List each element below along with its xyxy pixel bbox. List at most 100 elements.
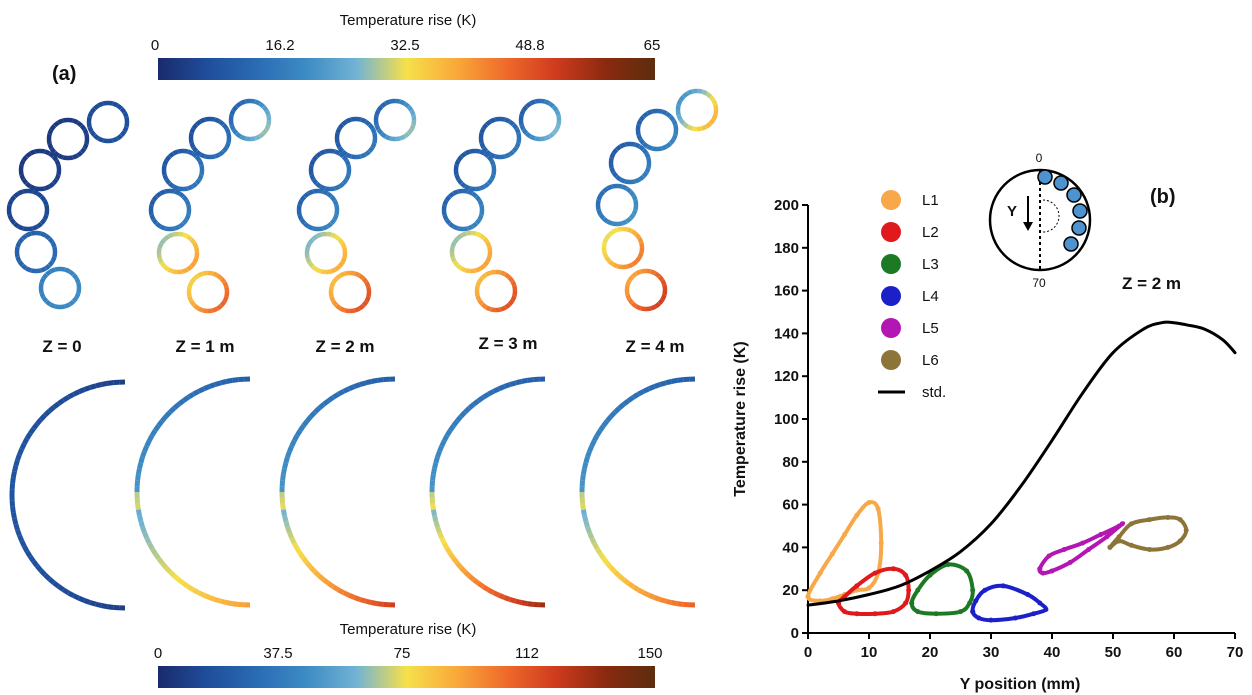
tube-wall-segment bbox=[308, 169, 314, 176]
tube-wall-segment bbox=[338, 181, 346, 189]
data-point bbox=[854, 512, 860, 518]
tube-wall-segment bbox=[661, 144, 668, 151]
tube-wall-segment bbox=[35, 230, 42, 236]
tube-wall-segment bbox=[617, 226, 624, 232]
wall-arc-segment bbox=[482, 391, 490, 400]
tube-wall-segment bbox=[364, 296, 371, 303]
tube-wall-segment bbox=[508, 149, 516, 157]
tube-wall-segment bbox=[539, 98, 546, 104]
wall-arc-segment bbox=[632, 584, 640, 593]
wall-temperature-arcs bbox=[9, 376, 696, 611]
wall-arc-segment bbox=[39, 413, 47, 422]
tube-wall-segment bbox=[54, 174, 61, 181]
wall-arc-segment bbox=[459, 565, 467, 574]
tube-wall-segment bbox=[15, 256, 22, 263]
tube-wall-segment bbox=[479, 127, 486, 134]
tube-wall-segment bbox=[47, 143, 54, 150]
tube-wall-segment bbox=[340, 242, 347, 249]
wall-arc-segment bbox=[583, 456, 590, 464]
tube-wall-segment bbox=[44, 184, 51, 191]
wall-arc-segment bbox=[197, 590, 206, 598]
wall-arc-segment bbox=[670, 600, 678, 607]
tube-wall-segment bbox=[67, 117, 74, 123]
tube-wall-segment bbox=[47, 128, 54, 135]
tube-wall-segment bbox=[608, 157, 614, 164]
data-point bbox=[866, 585, 872, 591]
tube-wall-segment bbox=[628, 213, 636, 221]
wall-arc-segment bbox=[370, 600, 378, 607]
tube-wall-segment bbox=[188, 137, 194, 144]
tube-wall-segment bbox=[107, 138, 114, 144]
wall-arc-segment bbox=[353, 595, 361, 602]
tube-wall-segment bbox=[548, 131, 556, 139]
tube-wall-segment bbox=[331, 276, 339, 284]
tube-wall-segment bbox=[161, 169, 167, 176]
tube-wall-segment bbox=[701, 124, 708, 131]
tube-wall-segment bbox=[665, 141, 673, 149]
wall-arc-segment bbox=[509, 380, 517, 387]
data-point bbox=[805, 594, 811, 600]
tube-wall-segment bbox=[207, 270, 214, 276]
tube-wall-segment bbox=[634, 232, 642, 240]
y-tick-label: 80 bbox=[782, 454, 799, 471]
wall-arc-segment bbox=[292, 434, 300, 442]
tube-wall-segment bbox=[481, 146, 489, 154]
wall-arc-segment bbox=[526, 601, 534, 607]
tube-wall-segment bbox=[453, 169, 459, 176]
tube-wall-segment bbox=[264, 124, 271, 131]
tube-wall-segment bbox=[354, 306, 361, 313]
tube-wall-segment bbox=[444, 218, 452, 226]
tube-wall-segment bbox=[334, 273, 342, 281]
tube-wall-segment bbox=[191, 181, 199, 189]
tube-wall-segment bbox=[452, 224, 459, 231]
tube-wall-segment bbox=[366, 291, 372, 298]
wall-arc-segment bbox=[587, 531, 595, 540]
tube-wall-segment bbox=[355, 154, 362, 160]
tube-wall-segment bbox=[340, 119, 348, 127]
tube-wall-segment bbox=[529, 134, 536, 141]
wall-arc-segment bbox=[28, 555, 36, 563]
wall-arc-segment bbox=[135, 467, 142, 475]
wall-arc-segment bbox=[589, 439, 597, 448]
tube-wall-segment bbox=[47, 236, 55, 244]
tube-wall-segment bbox=[199, 152, 206, 159]
tube-wall-segment bbox=[187, 184, 194, 191]
tube-wall-segment bbox=[325, 269, 332, 275]
tube-wall-segment bbox=[307, 261, 315, 269]
wall-arc-segment bbox=[609, 410, 617, 419]
tube-wall-segment bbox=[189, 237, 197, 245]
wall-arc-segment bbox=[613, 406, 622, 414]
colorbar-bottom-tick: 37.5 bbox=[263, 645, 292, 662]
tube-wall-segment bbox=[650, 304, 657, 311]
tube-wall-segment bbox=[9, 194, 17, 202]
tube-wall-segment bbox=[485, 305, 492, 312]
tube-wall-segment bbox=[27, 188, 34, 194]
tube-wall-segment bbox=[151, 194, 159, 202]
wall-arc-segment bbox=[182, 581, 190, 589]
data-point bbox=[988, 617, 994, 623]
wall-arc-segment bbox=[463, 406, 472, 414]
tube-wall-segment bbox=[449, 246, 455, 253]
tube-wall-segment bbox=[102, 100, 109, 106]
tube-wall-segment bbox=[32, 189, 39, 196]
wall-arc-segment bbox=[526, 377, 534, 383]
tube-wall-segment bbox=[470, 230, 477, 236]
wall-arc-segment bbox=[642, 590, 651, 598]
tube-wall-segment bbox=[507, 275, 515, 283]
tube-wall-segment bbox=[172, 149, 179, 156]
tube-wall-segment bbox=[479, 233, 487, 241]
tube-wall-segment bbox=[334, 149, 341, 156]
tube-wall-segment bbox=[686, 124, 693, 131]
tube-wall-segment bbox=[18, 164, 24, 171]
data-point bbox=[1098, 532, 1104, 538]
wall-arc-segment bbox=[77, 387, 86, 395]
tube-wall-segment bbox=[504, 302, 512, 310]
tube-wall-segment bbox=[621, 219, 628, 226]
tube-wall-segment bbox=[34, 148, 41, 154]
wall-arc-segment bbox=[435, 526, 442, 534]
tube-wall-segment bbox=[82, 128, 89, 135]
wall-arc-segment bbox=[12, 517, 19, 525]
tube-wall-segment bbox=[49, 267, 56, 274]
wall-arc-segment bbox=[225, 377, 233, 384]
wall-arc-segment bbox=[365, 379, 373, 386]
